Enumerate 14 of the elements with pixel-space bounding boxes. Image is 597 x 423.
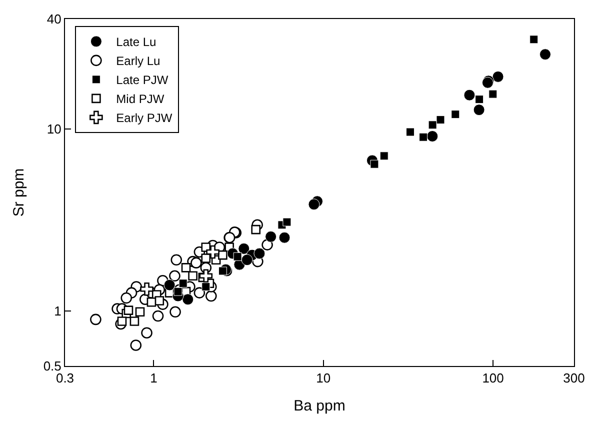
y-axis-title: Sr ppm — [10, 168, 28, 217]
legend-label: Late PJW — [116, 73, 169, 88]
y-tick-label: 10 — [46, 121, 62, 136]
x-tick-label: 10 — [316, 370, 331, 386]
legend-label: Early PJW — [116, 111, 173, 126]
x-tick-label: 1 — [150, 370, 158, 386]
x-axis-title: Ba ppm — [294, 398, 346, 415]
y-tick-label: 1 — [54, 304, 62, 319]
legend-label: Late Lu — [116, 35, 156, 50]
x-tick-label: 300 — [563, 370, 585, 386]
x-tick-label: 100 — [482, 370, 504, 386]
legend-label: Early Lu — [116, 54, 160, 68]
y-tick-label: 40 — [46, 12, 62, 27]
legend-label: Mid PJW — [116, 92, 165, 106]
